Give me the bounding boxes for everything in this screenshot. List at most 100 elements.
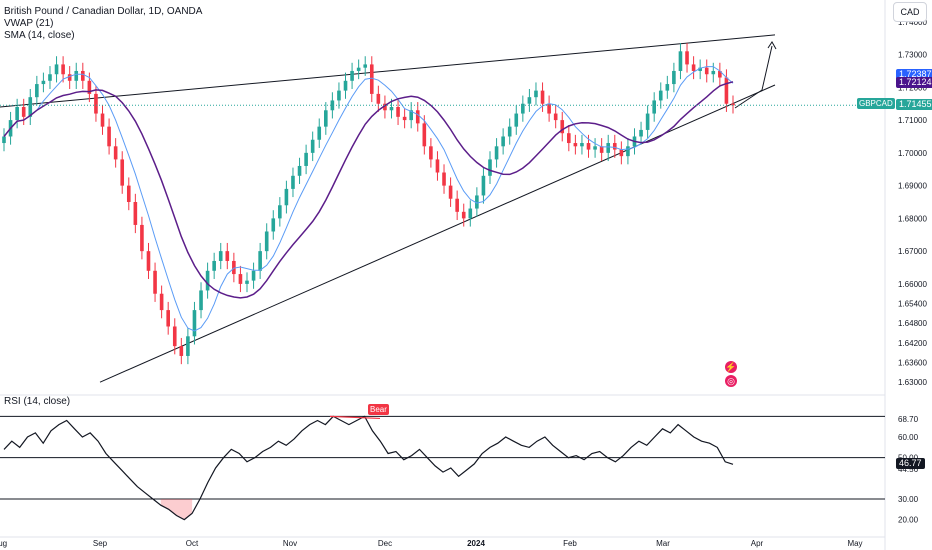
candle-body (731, 103, 735, 106)
candle-body (278, 205, 282, 219)
candle-body (159, 293, 164, 311)
candle-body (41, 80, 46, 85)
price-tick-label: 1.71000 (898, 116, 927, 125)
candle-body (540, 90, 545, 104)
candle-body (284, 188, 289, 206)
candle-body (383, 103, 387, 111)
candle-body (146, 251, 151, 271)
candle-body (389, 107, 394, 111)
upper-trendline (0, 34, 776, 108)
candle-body (67, 74, 72, 81)
candlestick-series (2, 43, 735, 365)
projection-arrowhead (767, 41, 777, 50)
candle-body (658, 90, 663, 101)
candle-body (81, 70, 85, 81)
candle-body (514, 113, 519, 127)
candle-body (61, 64, 65, 75)
candle-body (429, 146, 433, 160)
candle-body (179, 346, 184, 356)
candle-body (461, 211, 466, 219)
price-tick-label: 1.66000 (898, 280, 927, 289)
candle-body (567, 133, 571, 144)
rsi-tick-label: 44.56 (898, 465, 919, 474)
candle-body (258, 251, 262, 271)
time-tick-label: May (847, 539, 862, 548)
time-tick-label: Aug (0, 539, 7, 548)
candle-body (685, 51, 689, 65)
symbol-badge: GBPCAD (857, 98, 895, 109)
candle-body (711, 70, 716, 75)
candle-body (376, 93, 381, 104)
candle-body (619, 149, 624, 157)
globe-icon[interactable]: ◎ (725, 375, 737, 387)
rsi-tick-label: 30.00 (898, 495, 919, 504)
candle-body (304, 152, 308, 166)
candle-body (645, 113, 650, 130)
candle-body (15, 107, 19, 121)
candle-body (442, 172, 446, 186)
price-tick-label: 1.64200 (898, 339, 927, 348)
price-badge: 1.72387 (896, 68, 932, 80)
candle-body (580, 143, 584, 147)
rsi-value-badge: 46.77 (896, 458, 925, 470)
rsi-tick-label: 60.00 (898, 433, 919, 442)
candle-body (698, 67, 702, 71)
price-tick-label: 1.67000 (898, 247, 927, 256)
sma-line (3, 81, 734, 299)
candle-body (678, 51, 683, 71)
candle-body (593, 146, 597, 150)
candle-body (74, 70, 79, 81)
currency-button[interactable]: CAD (893, 2, 927, 22)
price-tick-label: 1.73000 (898, 51, 927, 60)
rsi-tick-label: 50.00 (898, 454, 919, 463)
candle-body (612, 143, 617, 150)
price-tick-label: 1.70000 (898, 149, 927, 158)
candle-body (521, 103, 525, 114)
candle-body (691, 64, 696, 71)
candle-body (225, 251, 230, 261)
candle-body (507, 126, 512, 137)
candle-body (317, 126, 322, 140)
candle-body (672, 70, 676, 85)
candle-body (264, 231, 269, 252)
candle-body (422, 123, 427, 147)
lightning-icon[interactable]: ⚡ (725, 361, 737, 373)
projection-arrow (734, 45, 773, 109)
candle-body (28, 97, 33, 117)
candle-body (704, 67, 709, 75)
candle-body (54, 64, 59, 75)
candle-body (133, 202, 138, 225)
price-tick-label: 1.68000 (898, 214, 927, 223)
price-tick-label: 1.63600 (898, 359, 927, 368)
candle-body (297, 165, 302, 176)
candle-body (337, 90, 341, 101)
price-tick-label: 1.74000 (898, 18, 927, 27)
candle-body (324, 110, 328, 127)
candle-body (343, 80, 348, 91)
candle-body (494, 146, 499, 160)
rsi-legend: RSI (14, close) (4, 396, 71, 407)
candle-body (369, 64, 374, 94)
candle-body (475, 195, 479, 209)
candle-body (238, 274, 243, 284)
time-tick-label: 2024 (467, 539, 485, 548)
candle-body (455, 198, 459, 212)
price-badge: 1.72124 (896, 77, 932, 89)
candle-body (251, 270, 256, 281)
grid-layer (0, 0, 886, 550)
candle-body (402, 116, 407, 121)
candle-body (534, 90, 538, 98)
price-tick-label: 1.65400 (898, 300, 927, 309)
candle-body (205, 270, 210, 291)
candle-body (448, 185, 453, 199)
trendline-layer (0, 34, 777, 383)
candle-body (415, 110, 420, 124)
time-tick-label: Dec (378, 539, 392, 548)
candle-body (553, 113, 558, 121)
candle-body (527, 97, 532, 104)
candle-body (718, 70, 722, 78)
candle-body (107, 126, 111, 147)
candle-body (356, 67, 361, 71)
candle-body (330, 100, 335, 111)
